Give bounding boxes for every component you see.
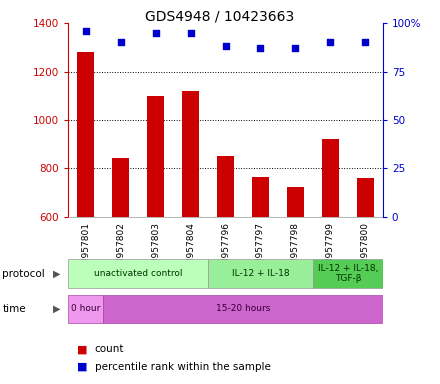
Text: percentile rank within the sample: percentile rank within the sample <box>95 362 271 372</box>
Text: 0 hour: 0 hour <box>71 304 100 313</box>
Text: count: count <box>95 344 124 354</box>
Bar <box>182 91 199 217</box>
Text: IL-12 + IL-18: IL-12 + IL-18 <box>231 269 289 278</box>
Bar <box>217 156 234 217</box>
Bar <box>112 157 129 217</box>
Text: unactivated control: unactivated control <box>94 269 182 278</box>
Bar <box>68 295 103 323</box>
Point <box>327 40 334 46</box>
Text: IL-12 + IL-18,
TGF-β: IL-12 + IL-18, TGF-β <box>318 264 378 283</box>
Point <box>222 43 229 50</box>
Text: ■: ■ <box>77 362 88 372</box>
Bar <box>313 259 383 288</box>
Text: GDS4948 / 10423663: GDS4948 / 10423663 <box>145 10 295 23</box>
Bar <box>322 139 339 217</box>
Text: time: time <box>2 304 26 314</box>
Text: ■: ■ <box>77 344 88 354</box>
Point <box>152 30 159 36</box>
Text: protocol: protocol <box>2 268 45 279</box>
Bar <box>103 295 383 323</box>
Bar <box>147 96 164 217</box>
Bar <box>287 187 304 217</box>
Point <box>187 30 194 36</box>
Point <box>292 45 299 51</box>
Text: ▶: ▶ <box>53 268 61 279</box>
Bar <box>208 259 313 288</box>
Point <box>257 45 264 51</box>
Point <box>362 40 369 46</box>
Point <box>82 28 89 34</box>
Bar <box>68 259 208 288</box>
Text: 15-20 hours: 15-20 hours <box>216 304 270 313</box>
Bar <box>252 177 269 217</box>
Point <box>117 40 124 46</box>
Text: ▶: ▶ <box>53 304 61 314</box>
Bar <box>77 52 95 217</box>
Bar <box>356 178 374 217</box>
